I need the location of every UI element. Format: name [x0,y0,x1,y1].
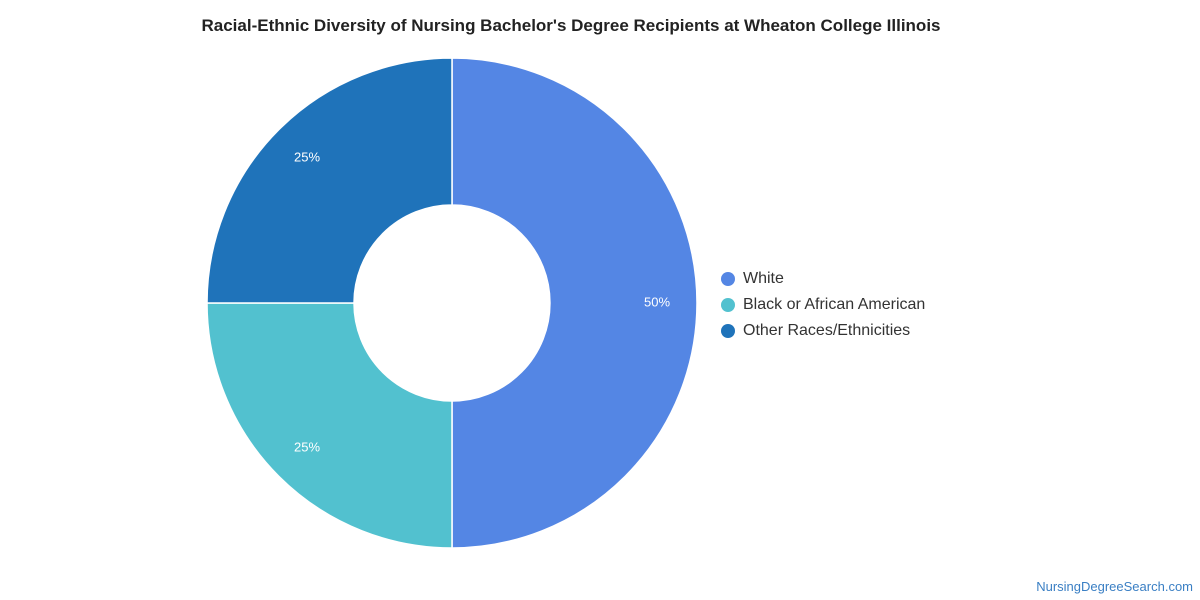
legend-item-white[interactable]: White [721,266,925,292]
chart-title: Racial-Ethnic Diversity of Nursing Bache… [201,16,941,35]
legend: White Black or African American Other Ra… [721,266,925,344]
slice-white[interactable] [451,57,698,549]
slices-layer [206,57,698,549]
slice-labels-layer: 50% 25% 25% [294,149,670,454]
slice-black-or-african-american[interactable] [206,302,453,549]
slice-value-label: 25% [294,149,320,164]
legend-dot-icon [721,324,735,338]
legend-label: Black or African American [743,296,926,313]
slice-value-label: 50% [644,294,670,309]
legend-label: White [743,270,784,287]
legend-dot-icon [721,298,735,312]
legend-dot-icon [721,272,735,286]
legend-item-other-races-ethnicities[interactable]: Other Races/Ethnicities [721,318,925,344]
slice-other-races-ethnicities[interactable] [206,57,453,304]
legend-item-black-or-african-american[interactable]: Black or African American [721,292,925,318]
source-credit[interactable]: NursingDegreeSearch.com [1036,579,1193,594]
slice-value-label: 25% [294,439,320,454]
legend-label: Other Races/Ethnicities [743,322,911,339]
